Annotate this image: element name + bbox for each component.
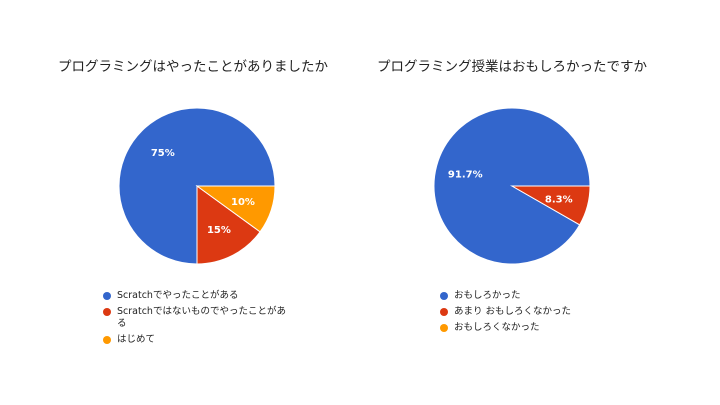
legend-dot-icon — [440, 292, 448, 300]
pie-slice-0-1[interactable] — [196, 185, 261, 265]
legend-label: おもしろくなかった — [454, 322, 540, 333]
pie-chart-class-enjoyment: 91.7% 8.3% — [433, 107, 591, 265]
legend-right: おもしろかったあまり おもしろくなかった おもしろくなかった — [440, 290, 640, 338]
pie-label-1-0: 91.7% — [448, 170, 483, 181]
legend-dot-icon — [103, 336, 111, 344]
pie-label-1-1: 8.3% — [545, 194, 573, 205]
legend-dot-icon — [103, 308, 111, 316]
legend-item-0-2[interactable]: はじめて — [103, 334, 303, 346]
pie-label-0-1: 15% — [207, 225, 231, 236]
pie-slice-0-2[interactable] — [195, 185, 276, 233]
chart-title-right: プログラミング授業はおもしろかったですか — [377, 59, 647, 75]
legend-item-0-1[interactable]: Scratchではないものでやったことがある — [103, 306, 303, 330]
legend-dot-icon — [440, 308, 448, 316]
pie-label-0-2: 10% — [231, 197, 255, 208]
pie-label-0-0: 75% — [151, 148, 175, 159]
legend-label: おもしろかった — [454, 290, 521, 301]
legend-label: あまり おもしろくなかった — [454, 306, 572, 317]
legend-item-1-1[interactable]: あまり おもしろくなかった — [440, 306, 640, 318]
pie-slice-0-0[interactable] — [118, 107, 276, 265]
legend-dot-icon — [440, 324, 448, 332]
legend-label: Scratchでやったことがある — [117, 290, 239, 301]
legend-dot-icon — [103, 292, 111, 300]
legend-item-1-0[interactable]: おもしろかった — [440, 290, 640, 302]
legend-left: Scratchでやったことがある Scratchではないものでやったことがあるはじ… — [103, 290, 303, 350]
legend-label: はじめて — [117, 334, 156, 345]
pie-chart-programming-experience: 75% 15% 10% — [118, 107, 276, 265]
pie-slice-1-1[interactable] — [510, 185, 591, 226]
chart-title-left: プログラミングはやったことがありましたか — [58, 59, 328, 75]
legend-item-0-0[interactable]: Scratchでやったことがある — [103, 290, 303, 302]
legend-label: Scratchではないものでやったことがある — [117, 306, 286, 329]
legend-item-1-2[interactable]: おもしろくなかった — [440, 322, 640, 334]
